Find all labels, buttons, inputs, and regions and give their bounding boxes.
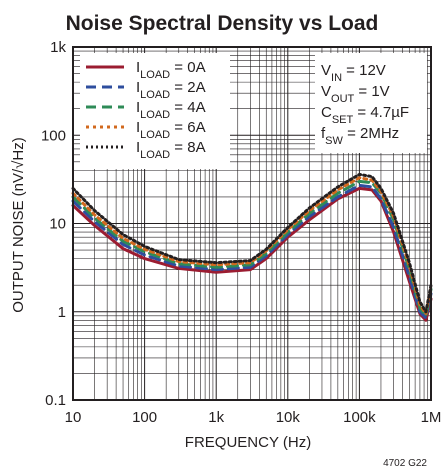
- series-line-0: [71, 186, 433, 322]
- y-tick-label: 1: [58, 304, 66, 321]
- x-axis-label: FREQUENCY (Hz): [185, 434, 311, 451]
- x-tick-label: 100: [132, 409, 157, 426]
- y-axis-label: OUTPUT NOISE (nV/√Hz): [10, 137, 27, 312]
- series-line-3: [71, 176, 433, 316]
- series-line-1: [71, 183, 433, 320]
- y-tick-label: 1k: [50, 39, 66, 56]
- y-tick-labels: 0.1 1 10 100 1k: [41, 39, 67, 409]
- x-tick-labels: 10 100 1k 10k 100k 1M: [65, 409, 441, 426]
- series-line-2: [71, 179, 433, 318]
- series-group: [71, 172, 433, 322]
- legend-box: [80, 53, 230, 169]
- conditions-box-bg: [315, 53, 427, 153]
- y-tick-label: 0.1: [45, 392, 66, 409]
- series-line-4: [71, 172, 433, 314]
- x-tick-label: 10k: [276, 409, 301, 426]
- x-tick-label: 1M: [421, 409, 441, 426]
- y-tick-label: 100: [41, 127, 66, 144]
- plot-frame: [72, 46, 432, 401]
- figure-footnote: 4702 G22: [383, 458, 427, 469]
- chart-title: Noise Spectral Density vs Load: [66, 12, 379, 35]
- x-tick-label: 100k: [343, 409, 376, 426]
- x-tick-label: 1k: [208, 409, 224, 426]
- y-tick-label: 10: [49, 216, 66, 233]
- x-tick-label: 10: [65, 409, 82, 426]
